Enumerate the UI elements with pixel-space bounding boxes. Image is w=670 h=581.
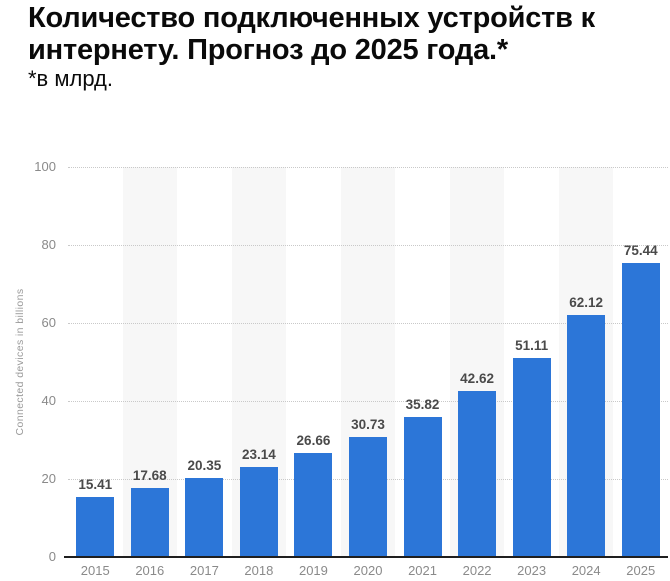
x-tick-label-2021: 2021: [408, 563, 437, 578]
bar-2025[interactable]: [621, 262, 660, 557]
y-tick-label-40: 40: [41, 393, 56, 408]
bar-2015[interactable]: [76, 496, 115, 557]
x-tick-label-2025: 2025: [626, 563, 656, 578]
plot-area: 15.41 17.68 20.35 23.14 26.66 30.73 35.82 42.62…: [68, 167, 668, 557]
x-tick-label-2017: 2017: [189, 563, 219, 578]
bar-2019[interactable]: [294, 453, 333, 557]
y-tick-label-0: 0: [48, 549, 56, 564]
bar-value-label-2024: 62.12: [569, 294, 604, 310]
bar-value-label-2020: 30.73: [351, 417, 385, 433]
bar-value-label-2021: 35.82: [405, 397, 440, 413]
bar-value-label-2023: 51.11: [515, 337, 549, 353]
x-tick-label-2015: 2015: [80, 563, 110, 578]
x-tick-label-2024: 2024: [571, 563, 601, 578]
x-tick-label-2020: 2020: [353, 563, 383, 578]
bar-value-label-2025: 75.44: [623, 242, 658, 258]
y-axis-title-text: Connected devices in billions: [14, 288, 26, 436]
bar-2017[interactable]: [185, 477, 224, 557]
y-tick-label-60: 60: [41, 315, 56, 330]
bar-2024[interactable]: [567, 314, 606, 557]
bar-value-label-2017: 20.35: [187, 457, 222, 473]
bar-2022[interactable]: [458, 390, 497, 557]
x-tick-label-2018: 2018: [244, 563, 274, 578]
x-tick-label-2022: 2022: [462, 563, 492, 578]
bar-2021[interactable]: [403, 417, 442, 557]
y-tick-label-80: 80: [41, 237, 56, 252]
bar-value-label-2015: 15.41: [78, 476, 113, 492]
bar-2023[interactable]: [512, 357, 551, 557]
chart-title: Количество подключенных устройств к инте…: [28, 2, 595, 67]
x-tick-label-2016: 2016: [135, 563, 165, 578]
bar-value-label-2022: 42.62: [460, 370, 494, 386]
bar-value-label-2019: 26.66: [296, 433, 331, 449]
bar-2020[interactable]: [349, 437, 387, 557]
gridline-40: [68, 401, 668, 402]
bar-2016[interactable]: [130, 488, 169, 557]
gridline-60: [68, 323, 668, 324]
y-tick-label-100: 100: [34, 159, 56, 174]
x-tick-label-2023: 2023: [517, 563, 547, 578]
gridline-100: [68, 167, 668, 168]
gridline-80: [68, 245, 668, 246]
y-tick-label-20: 20: [41, 471, 56, 486]
x-tick-label-2019: 2019: [298, 563, 328, 578]
bar-value-label-2018: 23.14: [242, 446, 276, 462]
bar-value-label-2016: 17.68: [132, 468, 167, 484]
x-axis-line: [64, 556, 668, 558]
bar-2018[interactable]: [239, 466, 278, 557]
chart-subtitle: *в млрд.: [28, 66, 114, 91]
